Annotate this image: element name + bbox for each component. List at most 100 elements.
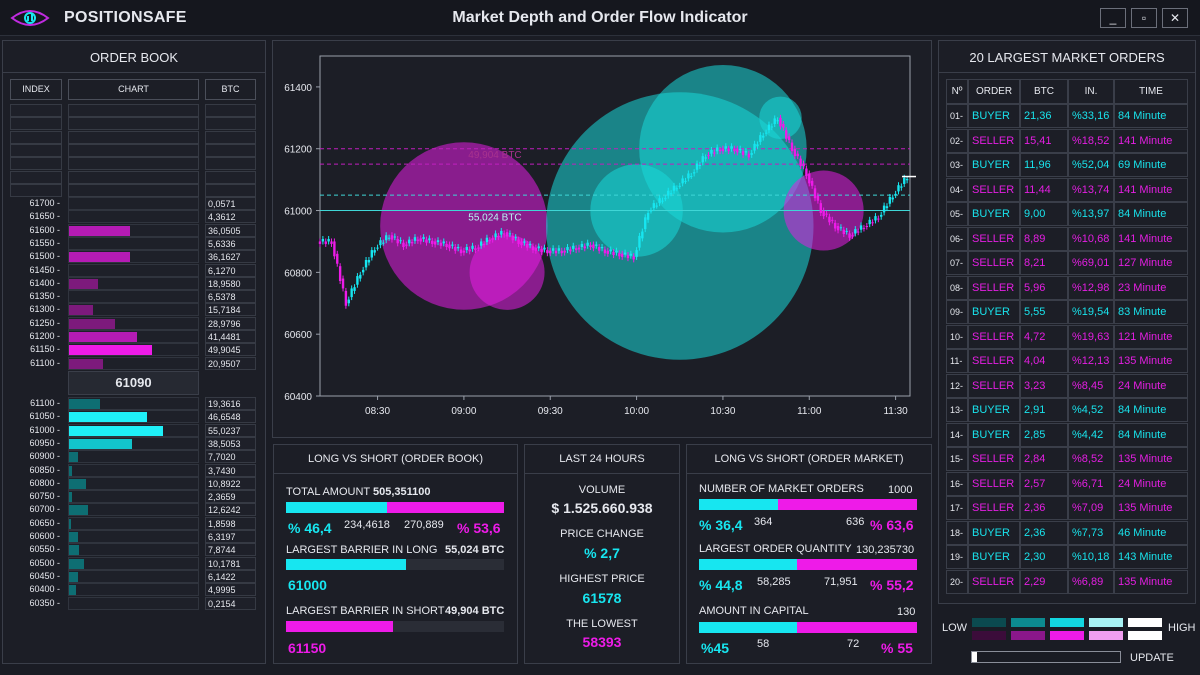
ob-bid-bar [69, 585, 76, 596]
ob-btc-value: 18,9580 [205, 276, 256, 290]
bullish-candle [384, 235, 388, 241]
bearish-candle [733, 148, 736, 152]
ob-index-label: 61100 - [30, 357, 60, 368]
lo-cell-btc: 11,96 [1020, 153, 1068, 177]
lsm-cap-short: 72 [847, 638, 860, 650]
lo-cell-n: 18- [946, 520, 968, 545]
lsm-qty-short: 71,951 [824, 576, 858, 588]
lo-cell-order: BUYER [968, 300, 1020, 324]
ob-index-label: 61700 - [29, 198, 60, 208]
ob-empty-index [10, 183, 62, 197]
ob-btc-value: 0,2154 [205, 596, 256, 610]
ob-bid-bar [69, 492, 73, 503]
bearish-candle [577, 247, 581, 250]
ob-index-label: 60500 - [29, 557, 60, 568]
ob-btc-value: 10,1781 [205, 556, 256, 570]
ob-index-label: 61650 - [29, 211, 60, 222]
lo-cell-n: 04- [946, 177, 968, 202]
ob-depth-cell [68, 596, 199, 610]
bearish-candle [341, 278, 345, 289]
ob-empty-btc [205, 170, 256, 184]
bullish-candle [646, 213, 650, 220]
x-tick-label: 10:00 [624, 406, 649, 417]
ob-index-label: 60600 - [29, 531, 60, 541]
lo-cell-time: 69 Minute [1114, 153, 1188, 177]
bearish-candle [808, 173, 811, 184]
ob-empty-btc [205, 143, 256, 157]
x-tick-label: 09:00 [451, 406, 476, 417]
lsm-qty-short-pct: % 55,2 [870, 577, 914, 593]
y-tick-label: 60800 [284, 268, 312, 279]
lo-cell-n: 14- [946, 422, 968, 447]
bullish-candle [667, 190, 670, 196]
bearish-candle [603, 249, 607, 254]
minimize-button[interactable]: _ [1100, 8, 1126, 28]
bullish-candle [661, 200, 664, 202]
bullish-candle [456, 247, 460, 249]
bullish-candle [655, 205, 658, 207]
bullish-candle [730, 146, 733, 149]
lo-cell-btc: 3,23 [1020, 373, 1068, 398]
y-tick-label: 61000 [284, 207, 312, 218]
lsm-num-value: 1000 [888, 484, 913, 496]
ob-index-label: 61450 - [29, 264, 60, 275]
bearish-candle [405, 244, 408, 246]
ob-depth-cell [68, 290, 199, 304]
lo-cell-time: 24 Minute [1114, 471, 1188, 496]
lo-cell-time: 84 Minute [1114, 202, 1188, 226]
lsm-title: LONG VS SHORT (ORDER MARKET) [714, 453, 904, 465]
bullish-candle [744, 151, 748, 153]
ob-depth-cell [68, 436, 199, 450]
bearish-candle [534, 247, 538, 251]
maximize-button[interactable]: ▫ [1131, 8, 1157, 28]
lo-cell-order: BUYER [968, 545, 1020, 569]
bearish-candle [612, 251, 615, 256]
legend-seller-swatch [972, 631, 1006, 640]
legend-buyer-swatch [972, 618, 1006, 627]
bearish-candle [718, 149, 722, 152]
bullish-candle [543, 247, 546, 250]
ob-index-label: 60450 - [29, 570, 60, 581]
bearish-candle [474, 248, 477, 251]
lo-cell-in: %7,09 [1068, 496, 1114, 520]
close-button[interactable]: ✕ [1162, 8, 1188, 28]
lo-cell-in: %4,42 [1068, 422, 1114, 447]
bearish-candle [713, 152, 716, 154]
ob-depth-cell [68, 303, 199, 317]
lsm-qty-bar [699, 559, 917, 570]
bullish-candle [465, 247, 468, 251]
last24-title: LAST 24 HOURS [559, 453, 645, 465]
bullish-candle [704, 157, 707, 159]
ob-depth-cell [68, 556, 199, 570]
ob-btc-value: 1,8598 [205, 516, 256, 530]
bullish-candle [615, 250, 618, 253]
price-change-label: PRICE CHANGE [560, 528, 644, 540]
bullish-candle [652, 203, 656, 209]
bearish-candle [790, 142, 794, 152]
bullish-candle [580, 243, 584, 248]
lowest-label: THE LOWEST [566, 618, 638, 630]
lsm-qty-long-pct: % 44,8 [699, 577, 743, 593]
bullish-candle [350, 288, 353, 298]
ob-bid-bar [69, 532, 78, 542]
ob-index-label: 60850 - [29, 464, 60, 475]
chart-annotation: 55,024 BTC [468, 213, 521, 224]
lo-cell-order: SELLER [968, 373, 1020, 398]
bullish-candle [359, 274, 362, 279]
lo-cell-time: 24 Minute [1114, 373, 1188, 398]
bearish-candle [583, 246, 586, 249]
ob-index-label: 61100 - [30, 398, 60, 408]
price-chart[interactable]: 55,024 BTC 49,904 BTC 60400 60600 60800 61000… [272, 40, 932, 438]
ob-bid-bar [69, 452, 78, 463]
lsm-qty-value: 130,235730 [856, 544, 915, 556]
update-progress[interactable] [971, 651, 1121, 663]
ob-empty-btc [205, 117, 256, 131]
lsm-capital-bar [699, 622, 917, 633]
bullish-candle [874, 216, 877, 221]
lsm-num-fill [699, 499, 779, 510]
ob-empty-chart [68, 104, 199, 117]
lo-cell-time: 46 Minute [1114, 520, 1188, 545]
bearish-candle [828, 216, 831, 223]
ob-depth-cell [68, 276, 199, 290]
ob-empty-btc [205, 157, 256, 171]
